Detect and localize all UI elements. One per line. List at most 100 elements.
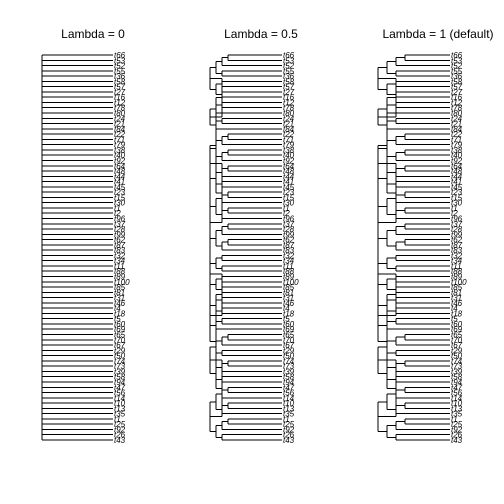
tip-label: t5	[114, 315, 121, 324]
tip-label: t29	[283, 346, 295, 355]
tip-label: t41	[451, 178, 462, 187]
tip-label: t30	[114, 199, 126, 208]
tip-label: t5	[451, 315, 458, 324]
tip-label: t16	[451, 93, 463, 102]
tip-label: t18	[114, 309, 126, 318]
tip-label: t60	[451, 320, 463, 329]
tip-label: t26	[283, 431, 295, 440]
tip-label: t60	[114, 320, 126, 329]
tip-label: t81	[114, 288, 125, 297]
tip-label: t58	[451, 373, 463, 382]
tree-panel-lambda-1: t66t53t52t55t36t58t57t27t16t12t78t80t24t…	[377, 51, 467, 445]
tip-label: t28	[114, 225, 126, 234]
tip-label: t12	[451, 98, 463, 107]
tip-label: t26	[451, 431, 463, 440]
tip-label: t38	[114, 146, 126, 155]
tip-label: t74	[283, 357, 295, 366]
tip-label: t50	[451, 352, 463, 361]
tip-label: t71	[283, 135, 294, 144]
tip-label: t34	[283, 257, 295, 266]
tip-label: t46	[283, 299, 295, 308]
tip-label: t10	[451, 399, 463, 408]
tip-label: t26	[114, 431, 126, 440]
tip-label: t22	[283, 130, 295, 139]
tip-label: t2	[283, 209, 290, 218]
tip-label: t71	[114, 135, 125, 144]
tip-label: t47	[451, 383, 463, 392]
tip-label: t78	[451, 104, 463, 113]
tip-label: t39	[114, 367, 126, 376]
tip-label: t1	[283, 204, 290, 213]
tip-label: t53	[451, 56, 463, 65]
tip-label: t1	[451, 204, 458, 213]
tip-label: t37	[451, 220, 463, 229]
tip-label: t99	[283, 230, 295, 239]
tip-label: t36	[114, 72, 126, 81]
tip-label: t40	[283, 151, 295, 160]
tip-label: t88	[114, 267, 126, 276]
tip-label: t64	[451, 162, 463, 171]
tip-label: t88	[451, 267, 463, 276]
tip-label: t23	[451, 188, 463, 197]
tip-label: t58	[451, 77, 463, 86]
tip-label: t96	[451, 214, 463, 223]
tip-label: t70	[451, 336, 463, 345]
tip-label: t48	[451, 167, 463, 176]
tip-label: t65	[283, 331, 295, 340]
tip-label: t92	[114, 156, 126, 165]
tip-label: t62	[451, 236, 463, 245]
tip-label: t1	[283, 415, 290, 424]
tip-label: t66	[451, 51, 463, 60]
tip-label: t15	[283, 193, 295, 202]
tip-label: t22	[451, 130, 463, 139]
tip-label: t13	[283, 404, 295, 413]
tip-label: t27	[283, 88, 295, 97]
tip-label: t87	[451, 241, 463, 250]
tip-label: t83	[451, 246, 463, 255]
tip-label: t35	[451, 410, 463, 419]
tip-label: t39	[451, 367, 463, 376]
tip-label: t100	[114, 278, 130, 287]
tip-label: t92	[283, 425, 295, 434]
tip-label: t14	[114, 394, 126, 403]
tip-label: t28	[283, 225, 295, 234]
tip-label: t44	[283, 172, 295, 181]
tip-label: t73	[283, 362, 295, 371]
tip-label: t94	[451, 378, 463, 387]
tip-label: t4	[114, 304, 121, 313]
tip-label: t92	[451, 156, 463, 165]
tip-label: t74	[451, 357, 463, 366]
tip-label: t70	[114, 336, 126, 345]
tip-label: t43	[451, 436, 463, 445]
tip-label: t83	[283, 246, 295, 255]
tip-label: t73	[114, 362, 126, 371]
tip-label: t73	[451, 362, 463, 371]
tip-label: t44	[114, 172, 126, 181]
tip-label: t10	[283, 399, 295, 408]
tip-label: t37	[114, 220, 126, 229]
tip-label: t58	[283, 373, 295, 382]
tip-label: t74	[114, 357, 126, 366]
tip-label: t14	[283, 394, 295, 403]
tip-label: t66	[283, 51, 295, 60]
tip-label: t53	[114, 56, 126, 65]
tip-label: t41	[114, 178, 125, 187]
tip-label: t36	[283, 72, 295, 81]
tip-label: t84	[451, 125, 463, 134]
tip-label: t80	[451, 109, 463, 118]
tip-label: t38	[283, 146, 295, 155]
tip-label: t79	[114, 141, 126, 150]
tip-label: t66	[114, 51, 126, 60]
tip-label: t57	[114, 83, 126, 92]
tip-label: t84	[114, 125, 126, 134]
tip-label: t69	[114, 325, 126, 334]
tree-panel-lambda-0: t66t53t52t55t36t58t57t27t16t12t78t80t24t…	[41, 51, 130, 445]
tip-label: t35	[283, 410, 295, 419]
tip-label: t25	[283, 420, 295, 429]
tip-label: t58	[283, 77, 295, 86]
tip-label: t43	[114, 436, 126, 445]
tip-label: t5	[283, 315, 290, 324]
tip-label: t84	[283, 125, 295, 134]
tip-label: t57	[451, 83, 463, 92]
